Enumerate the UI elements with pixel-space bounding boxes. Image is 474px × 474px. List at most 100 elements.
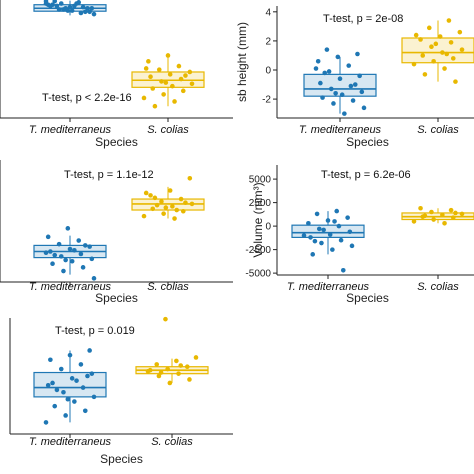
data-point xyxy=(431,58,436,64)
data-point xyxy=(163,80,169,85)
data-point xyxy=(80,265,86,270)
data-point xyxy=(91,394,97,400)
data-point xyxy=(327,232,333,237)
data-point xyxy=(174,358,179,364)
data-point xyxy=(334,208,340,214)
data-point xyxy=(187,69,193,75)
data-point xyxy=(146,59,151,64)
data-point xyxy=(418,37,423,42)
data-point xyxy=(150,206,156,212)
data-point xyxy=(67,246,73,252)
data-point xyxy=(148,74,153,79)
data-point xyxy=(312,238,318,244)
x-axis-title: Species xyxy=(100,452,143,466)
data-point xyxy=(426,25,432,31)
data-point xyxy=(328,86,334,92)
data-point xyxy=(163,316,168,322)
data-point xyxy=(67,352,73,358)
chart-panel-3: T. mediterraneus S. colias Species T-test, … xyxy=(0,160,233,305)
data-point xyxy=(183,73,188,78)
x-axis-title: Species xyxy=(346,135,389,149)
data-point xyxy=(346,63,352,68)
data-point xyxy=(85,373,90,379)
data-point xyxy=(313,66,319,71)
data-point xyxy=(431,217,436,222)
data-point xyxy=(61,389,66,395)
data-point xyxy=(178,363,184,368)
data-point xyxy=(69,376,75,381)
data-point xyxy=(308,235,313,240)
data-point xyxy=(148,193,153,198)
data-point xyxy=(457,29,463,35)
chart-panel-4: 5000 2500 0 -2500 -5000 T. mediterraneus S. co… xyxy=(245,165,474,305)
y-tick-label: 0 xyxy=(265,222,271,233)
data-point xyxy=(154,202,160,208)
data-point xyxy=(350,98,356,103)
data-point xyxy=(429,209,434,215)
data-point xyxy=(433,41,439,47)
data-point xyxy=(78,10,84,16)
data-point xyxy=(422,213,428,219)
data-point xyxy=(50,2,55,8)
data-point xyxy=(43,1,49,6)
x-tick-label: S. colias xyxy=(147,124,189,136)
p-value-annotation: T-test, p = 2e-08 xyxy=(323,13,403,25)
x-tick-label: T. mediterraneus xyxy=(287,281,370,293)
data-point xyxy=(91,11,97,17)
p-value-annotation: T-test, p < 2.2e-16 xyxy=(42,92,132,104)
data-point xyxy=(158,370,164,375)
x-tick-label: S. colias xyxy=(151,436,193,448)
data-point xyxy=(325,218,331,223)
data-point xyxy=(316,226,322,232)
data-point xyxy=(337,76,343,82)
data-point xyxy=(176,371,181,376)
data-point xyxy=(429,44,434,50)
data-point xyxy=(342,111,347,116)
data-point xyxy=(187,176,193,181)
data-point xyxy=(65,396,71,402)
chart-panel-2: 4 2 0 -2 T. mediterraneus S. colias Species sb … xyxy=(235,6,474,149)
data-point xyxy=(58,254,64,259)
data-point xyxy=(58,366,64,372)
data-point xyxy=(150,86,156,91)
data-point xyxy=(141,213,147,219)
data-point xyxy=(45,234,51,240)
data-point xyxy=(444,51,450,57)
x-tick-label: T. mediterraneus xyxy=(29,124,112,136)
data-point xyxy=(159,79,164,84)
data-point xyxy=(80,385,86,390)
data-point xyxy=(411,61,417,67)
data-point xyxy=(165,53,171,58)
data-point xyxy=(143,66,149,71)
data-point xyxy=(189,81,195,87)
data-point xyxy=(52,403,58,409)
chart-panel-5: T. mediterraneus S. colias Species T-test, … xyxy=(9,316,233,466)
data-point xyxy=(50,380,55,386)
data-point xyxy=(69,8,75,13)
x-tick-label: S. colias xyxy=(417,124,459,136)
data-point xyxy=(322,70,328,76)
x-axis-title: Species xyxy=(95,135,138,149)
box xyxy=(291,224,365,238)
y-tick-label: 5000 xyxy=(249,175,272,186)
data-point xyxy=(167,188,173,193)
data-point xyxy=(82,9,88,15)
data-point xyxy=(320,95,325,100)
data-point xyxy=(63,5,68,11)
data-point xyxy=(453,79,458,84)
data-point xyxy=(347,229,353,235)
data-point xyxy=(43,250,49,256)
data-point xyxy=(87,9,92,15)
data-point xyxy=(310,252,316,257)
data-point xyxy=(167,72,173,77)
data-point xyxy=(359,89,365,95)
data-point xyxy=(48,357,53,363)
data-point xyxy=(315,58,321,64)
data-point xyxy=(422,72,428,77)
data-point xyxy=(159,199,164,204)
data-point xyxy=(442,220,447,226)
data-point xyxy=(61,268,66,274)
x-tick-label: T. mediterraneus xyxy=(29,281,112,293)
data-point xyxy=(450,56,456,61)
